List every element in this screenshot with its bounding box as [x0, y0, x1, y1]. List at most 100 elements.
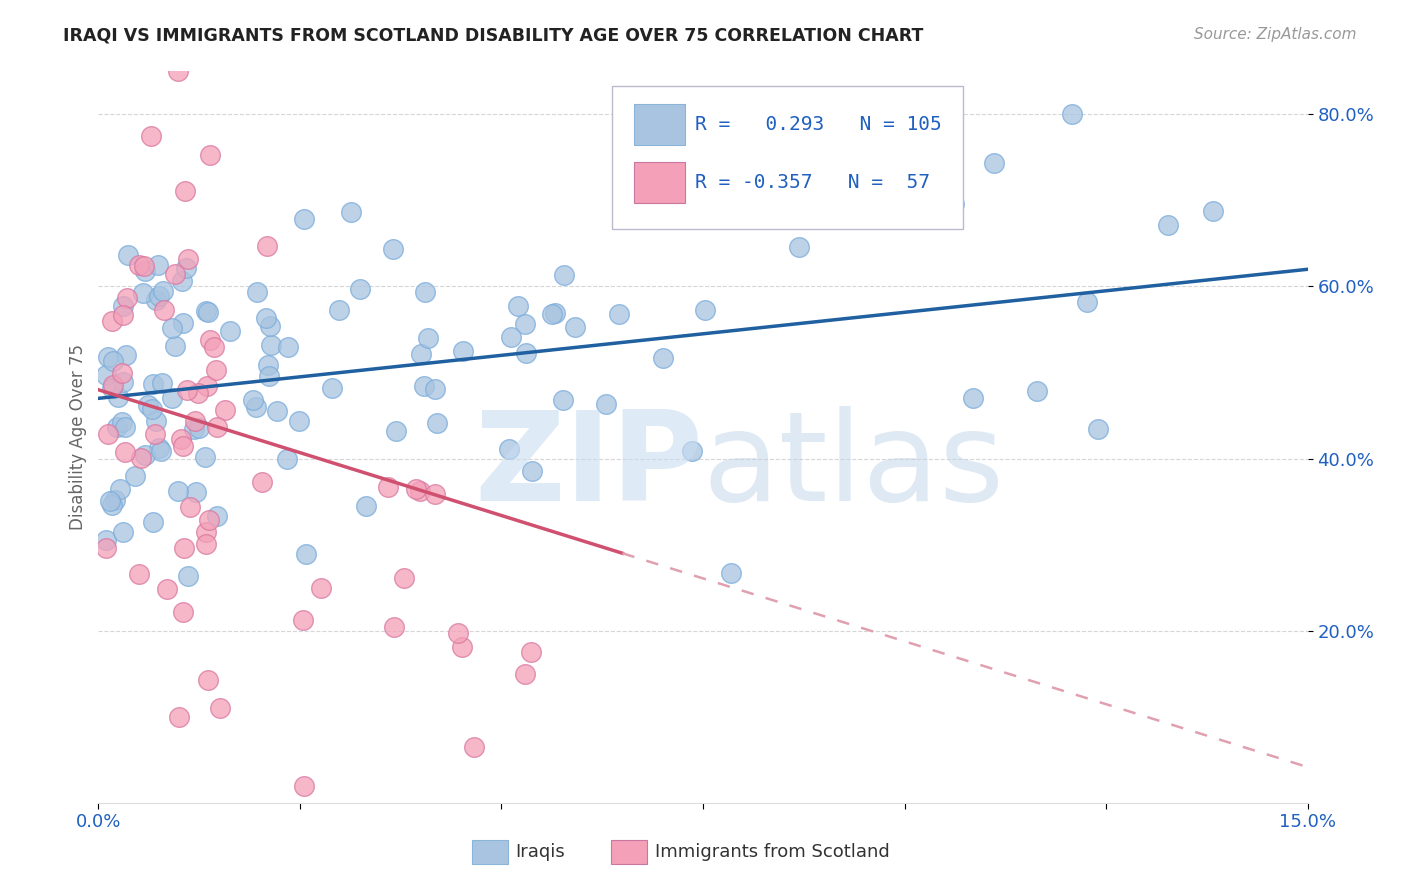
FancyBboxPatch shape — [613, 86, 963, 228]
Point — [498, 442, 520, 457]
Point — [163, 338, 186, 352]
Point — [132, 285, 155, 300]
Point — [983, 155, 1005, 169]
Point — [134, 259, 156, 273]
Point — [172, 605, 194, 619]
Point — [447, 626, 470, 640]
Point — [114, 445, 136, 459]
Point — [405, 482, 427, 496]
Point — [112, 308, 135, 322]
Point — [451, 344, 474, 359]
Point — [111, 375, 134, 389]
Point — [1157, 218, 1180, 232]
Point — [197, 673, 219, 687]
Point — [194, 525, 217, 540]
Point — [108, 483, 131, 497]
Point — [177, 252, 200, 267]
Point — [292, 212, 315, 227]
Point — [499, 330, 522, 344]
Point — [145, 414, 167, 428]
Point — [173, 541, 195, 555]
Point — [142, 515, 165, 529]
Point — [150, 444, 173, 458]
Point — [170, 432, 193, 446]
Point — [695, 303, 717, 318]
Point — [179, 500, 201, 514]
Point — [246, 285, 269, 299]
Point — [183, 422, 205, 436]
Point — [349, 282, 371, 296]
Point — [156, 582, 179, 596]
Point — [98, 494, 121, 508]
Point — [409, 347, 432, 361]
Point — [219, 324, 242, 338]
Point — [202, 340, 225, 354]
Point — [450, 640, 472, 654]
Point — [515, 317, 537, 331]
Point — [787, 240, 810, 254]
Point — [551, 392, 574, 407]
Point — [340, 205, 363, 219]
Point — [520, 464, 543, 478]
Text: ZIP: ZIP — [474, 406, 703, 527]
Point — [163, 267, 186, 281]
Point — [682, 444, 704, 458]
Point — [520, 644, 543, 658]
Point — [544, 306, 567, 320]
Point — [167, 710, 190, 724]
Point — [564, 320, 586, 334]
Point — [160, 320, 183, 334]
Point — [174, 261, 197, 276]
Point — [292, 779, 315, 793]
Point — [96, 533, 118, 548]
Point — [515, 346, 537, 360]
Point — [104, 492, 127, 507]
Point — [141, 402, 163, 417]
Point — [423, 382, 446, 396]
Point — [100, 381, 122, 395]
Point — [152, 285, 174, 299]
FancyBboxPatch shape — [472, 840, 509, 863]
Point — [257, 369, 280, 384]
Point — [1087, 422, 1109, 436]
Point — [148, 289, 170, 303]
Point — [328, 302, 350, 317]
Point — [508, 299, 530, 313]
Point — [187, 385, 209, 400]
Point — [96, 368, 118, 383]
Text: Immigrants from Scotland: Immigrants from Scotland — [655, 843, 890, 861]
Point — [256, 359, 278, 373]
Point — [101, 377, 124, 392]
Point — [152, 376, 174, 391]
Point — [288, 414, 311, 428]
Point — [294, 547, 316, 561]
Point — [198, 148, 221, 162]
Point — [595, 397, 617, 411]
Point — [1202, 204, 1225, 219]
Point — [209, 700, 232, 714]
Point — [413, 285, 436, 300]
Point — [128, 258, 150, 272]
Point — [652, 351, 675, 365]
Point — [245, 401, 267, 415]
FancyBboxPatch shape — [634, 103, 685, 145]
Point — [321, 381, 343, 395]
Point — [167, 483, 190, 498]
Point — [136, 398, 159, 412]
Point — [382, 619, 405, 633]
Point — [114, 420, 136, 434]
Point — [254, 311, 277, 326]
Point — [172, 439, 194, 453]
Point — [377, 480, 399, 494]
Point — [292, 613, 315, 627]
Point — [176, 383, 198, 397]
Point — [101, 498, 124, 512]
Point — [124, 469, 146, 483]
Point — [115, 348, 138, 362]
Point — [194, 303, 217, 318]
Point — [720, 566, 742, 580]
Point — [166, 64, 188, 78]
Point — [111, 366, 134, 380]
Point — [141, 376, 163, 391]
Point — [172, 274, 194, 288]
